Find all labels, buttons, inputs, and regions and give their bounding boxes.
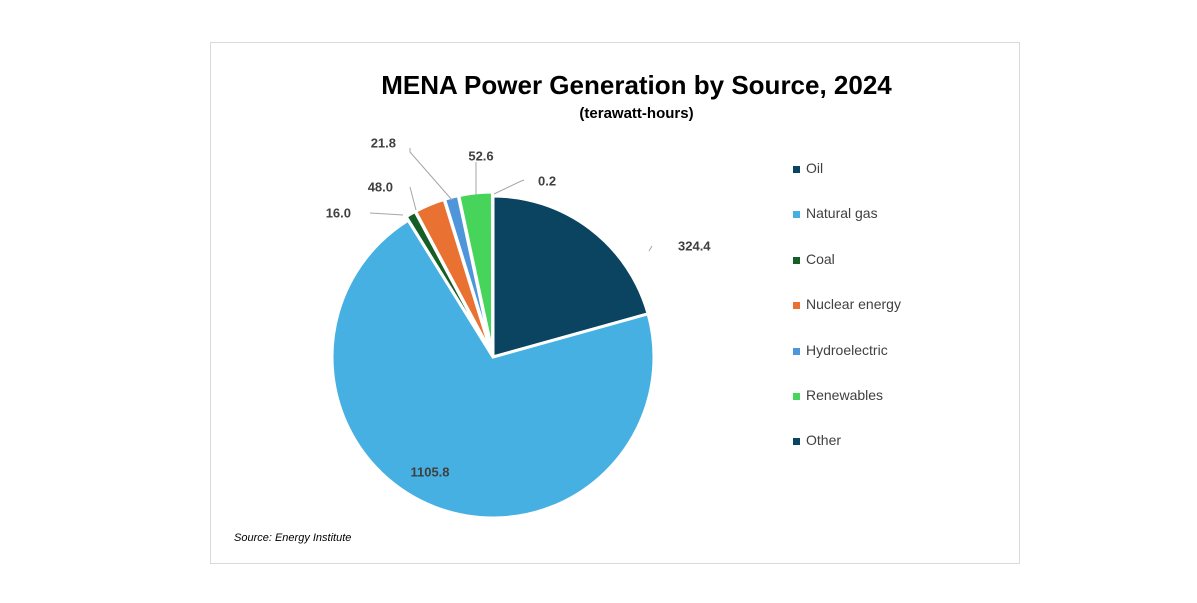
legend-label: Other [806, 432, 842, 449]
legend-label: Renewables [806, 386, 884, 403]
legend-item-renewables: Renewables [793, 387, 901, 432]
leader-line [648, 245, 653, 252]
legend-item-natural-gas: Natural gas [793, 205, 901, 250]
legend-label: Nuclear energy [806, 296, 901, 313]
chart-legend: Oil Natural gas Coal Nuclear energy Hydroele… [793, 160, 901, 478]
legend-item-oil: Oil [793, 160, 901, 205]
legend-label: Natural gas [806, 205, 878, 222]
legend-swatch [793, 438, 800, 446]
data-label-coal: 16.0 [326, 206, 351, 221]
data-label-renewables: 52.6 [468, 149, 493, 164]
data-label-hydroelectric: 21.8 [371, 136, 396, 151]
legend-swatch [793, 256, 800, 264]
legend-label: Hydroelectric [806, 341, 888, 358]
data-label-nuclear-energy: 48.0 [368, 180, 393, 195]
data-label-other: 0.2 [538, 174, 556, 189]
legend-swatch [793, 392, 800, 400]
legend-swatch [793, 302, 800, 310]
legend-swatch [793, 211, 800, 219]
legend-swatch [793, 347, 800, 355]
legend-item-other: Other [793, 432, 901, 477]
legend-item-nuclear-energy: Nuclear energy [793, 296, 901, 341]
legend-label: Coal [806, 250, 835, 267]
leader-line [409, 186, 417, 211]
chart-subtitle: (terawatt-hours) [579, 105, 694, 122]
pie-slice-natural-gas [330, 218, 656, 520]
legend-label: Oil [806, 160, 824, 176]
data-label-natural-gas: 1105.8 [410, 465, 449, 480]
data-label-oil: 324.4 [678, 239, 711, 254]
legend-swatch [793, 166, 800, 173]
legend-item-coal: Coal [793, 251, 901, 296]
chart-title: MENA Power Generation by Source, 2024 [381, 70, 892, 100]
leader-line [493, 179, 525, 195]
leader-line [369, 212, 404, 216]
source-note: Source: Energy Institute [234, 532, 352, 544]
leader-line [409, 148, 453, 201]
legend-item-hydroelectric: Hydroelectric [793, 342, 901, 387]
pie-slice-oil [491, 194, 650, 359]
